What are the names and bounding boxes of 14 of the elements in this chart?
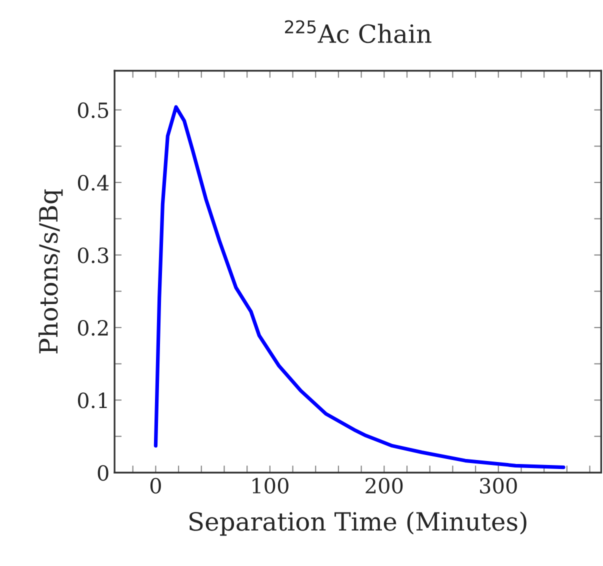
x-axis-title: Separation Time (Minutes) [190, 512, 526, 536]
x-tick-label: 200 [366, 478, 403, 494]
x-tick-label: 300 [480, 478, 517, 494]
y-tick-label: 0.1 [78, 392, 107, 408]
y-axis-title: Photons/s/Bq [38, 189, 63, 354]
y-tick-label: 0 [98, 465, 108, 481]
y-tick-label: 0.2 [78, 320, 108, 336]
line-series [154, 105, 566, 470]
y-tick-label: 0.3 [78, 247, 108, 264]
chart-title: $^{225}$Ac Chain [285, 20, 432, 44]
y-tick-label: 0.4 [78, 174, 109, 191]
x-tick-label: 0 [150, 478, 161, 494]
x-tick-label: 100 [252, 478, 288, 494]
y-tick-label: 0.5 [78, 102, 108, 118]
